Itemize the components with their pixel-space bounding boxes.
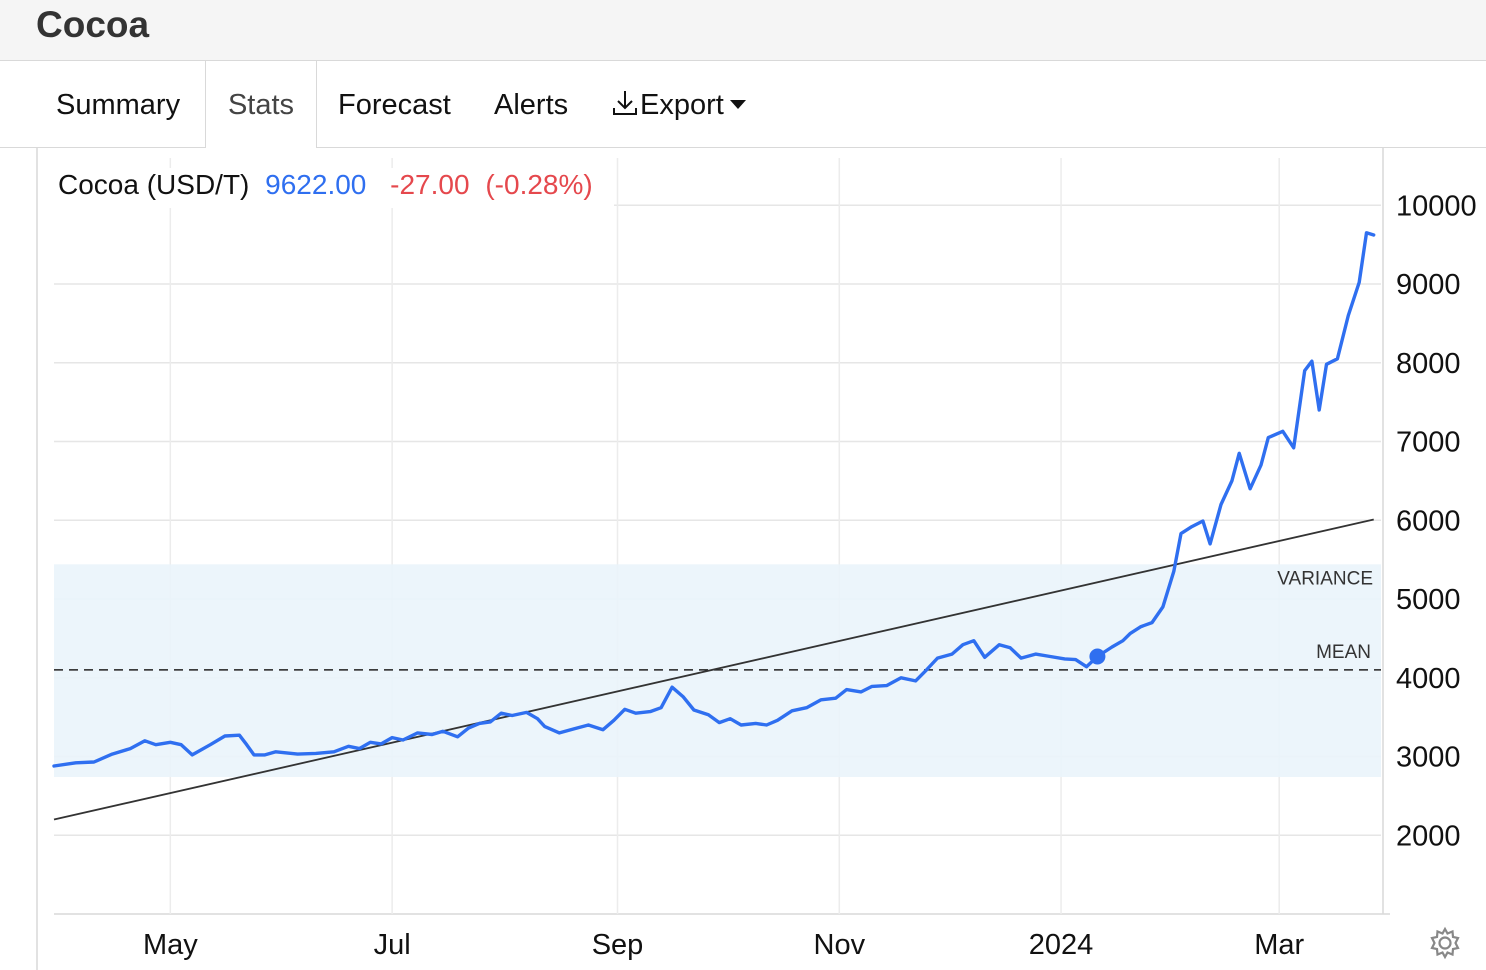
legend-last-value: 9622.00 — [265, 169, 366, 200]
plot-frame — [36, 148, 1390, 970]
tab-export[interactable]: Export — [610, 61, 746, 147]
caret-down-icon — [729, 99, 746, 109]
tab-summary[interactable]: Summary — [56, 89, 181, 121]
x-tick-label: Mar — [1254, 929, 1304, 961]
legend-background — [54, 168, 614, 208]
legend-series-name: Cocoa (USD/T) — [58, 169, 249, 200]
y-tick-label: 2000 — [1396, 820, 1461, 852]
y-axis: 2000 3000 4000 5000 6000 7000 8000 9000 10000 — [1396, 190, 1477, 852]
y-tick-label: 3000 — [1396, 742, 1461, 774]
y-tick-label: 6000 — [1396, 505, 1461, 537]
x-tick-label: May — [143, 929, 198, 961]
y-tick-label: 8000 — [1396, 348, 1461, 380]
data-marker[interactable] — [1089, 648, 1106, 665]
x-axis: May Jul Sep Nov 2024 Mar — [143, 929, 1305, 961]
trend-line — [53, 518, 1374, 821]
y-tick-label: 10000 — [1396, 190, 1477, 222]
x-tick-label: Nov — [814, 929, 866, 961]
export-label: Export — [640, 89, 724, 121]
tab-alerts[interactable]: Alerts — [494, 89, 569, 121]
page-title: Cocoa — [36, 4, 150, 45]
download-icon — [613, 91, 637, 116]
y-tick-label: 5000 — [1396, 584, 1461, 616]
gear-icon[interactable] — [1428, 926, 1462, 960]
variance-band — [54, 564, 1381, 777]
tab-forecast[interactable]: Forecast — [338, 89, 451, 121]
legend-change: -27.00 — [390, 169, 469, 200]
tab-stats[interactable]: Stats — [205, 61, 317, 148]
page-header: Cocoa — [0, 0, 1486, 61]
y-tick-label: 9000 — [1396, 269, 1461, 301]
x-tick-label: Jul — [374, 929, 411, 961]
variance-label: VARIANCE — [1277, 568, 1373, 589]
grid-vertical — [169, 158, 1280, 914]
legend: Cocoa (USD/T) 9622.00 -27.00 (-0.28%) — [58, 169, 593, 200]
chart: VARIANCE MEAN 2000 3000 4000 5000 6000 7000 80… — [36, 148, 1477, 970]
x-tick-label: Sep — [592, 929, 644, 961]
legend-change-percent: (-0.28%) — [485, 169, 592, 200]
series-line-cocoa — [52, 231, 1376, 768]
y-tick-label: 7000 — [1396, 427, 1461, 459]
x-tick-label: 2024 — [1029, 929, 1094, 961]
y-tick-label: 4000 — [1396, 663, 1461, 695]
tab-bar: Summary Stats Forecast Alerts Export — [0, 61, 1486, 148]
mean-label: MEAN — [1316, 642, 1371, 663]
